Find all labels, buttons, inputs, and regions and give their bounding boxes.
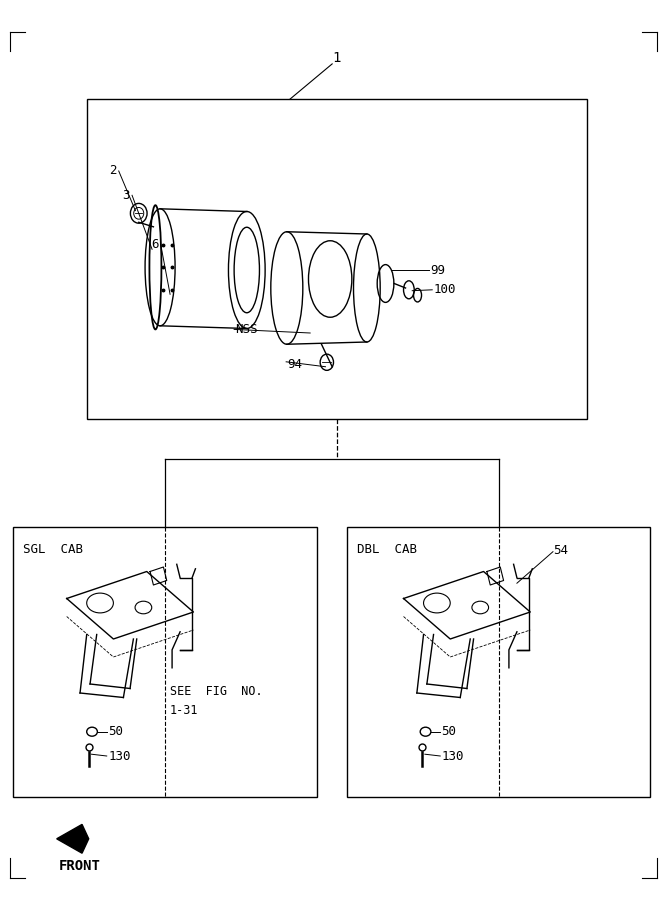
Bar	[87, 99, 587, 419]
Text: FRONT: FRONT	[59, 860, 101, 874]
Text: 130: 130	[108, 750, 131, 762]
Text: 99: 99	[430, 264, 445, 276]
Bar	[13, 526, 317, 796]
Text: 2: 2	[109, 165, 117, 177]
Text: 50: 50	[442, 725, 456, 738]
Text: 6: 6	[151, 238, 159, 251]
Text: 1: 1	[333, 51, 341, 66]
Text: SEE  FIG  NO.: SEE FIG NO.	[170, 685, 263, 698]
Text: 94: 94	[287, 358, 301, 371]
Text: 1-31: 1-31	[170, 705, 199, 717]
Text: 54: 54	[554, 544, 568, 557]
Polygon shape	[57, 824, 89, 853]
Text: 130: 130	[442, 750, 464, 762]
Text: 50: 50	[108, 725, 123, 738]
Text: 3: 3	[123, 189, 130, 202]
Text: DBL  CAB: DBL CAB	[357, 543, 417, 555]
Text: NSS: NSS	[235, 323, 257, 336]
Bar	[347, 526, 650, 796]
Text: SGL  CAB: SGL CAB	[23, 543, 83, 555]
Text: 100: 100	[434, 284, 456, 296]
